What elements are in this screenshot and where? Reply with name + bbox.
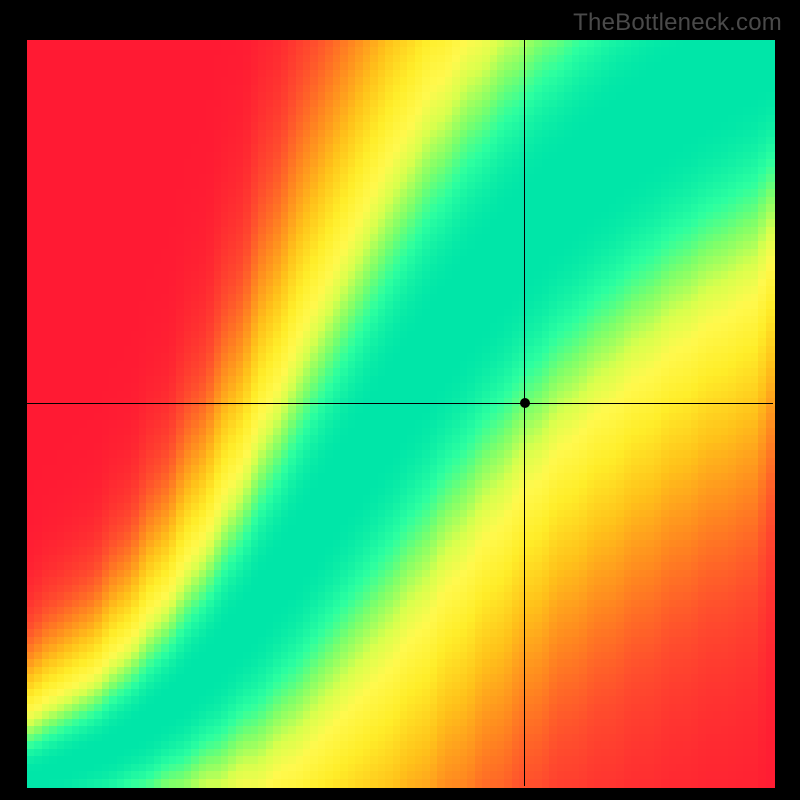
heatmap-cells — [27, 40, 773, 786]
heatmap-plot — [27, 40, 773, 786]
watermark-text: TheBottleneck.com — [573, 9, 782, 37]
